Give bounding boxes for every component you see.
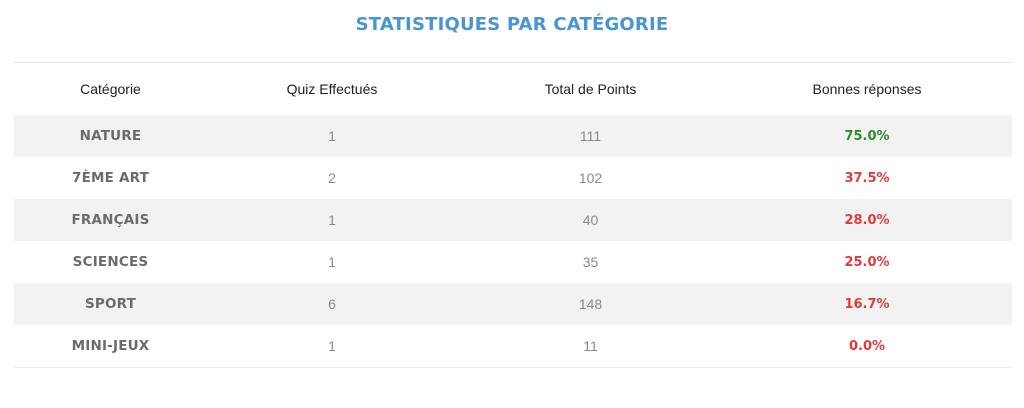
table-row: NATURE 1 111 75.0%: [14, 115, 1012, 157]
quizzes-cell: 1: [328, 254, 336, 270]
category-cell: FRANÇAIS: [71, 212, 150, 228]
header-category: Catégorie: [80, 81, 141, 97]
quizzes-cell: 2: [328, 170, 336, 186]
category-cell: SPORT: [84, 296, 137, 312]
category-cell: NATURE: [79, 128, 142, 144]
header-correct: Bonnes réponses: [812, 81, 922, 97]
quizzes-cell: 1: [328, 212, 336, 228]
table-header-row: Catégorie Quiz Effectués Total de Points…: [14, 63, 1012, 115]
points-cell: 35: [582, 254, 599, 270]
header-points: Total de Points: [544, 81, 637, 97]
points-cell: 40: [582, 212, 599, 228]
category-cell: SCIENCES: [72, 254, 149, 270]
points-cell: 111: [579, 128, 602, 144]
page-title: STATISTIQUES PAR CATÉGORIE: [355, 14, 669, 35]
table-row: SCIENCES 1 35 25.0%: [14, 241, 1012, 283]
table-row: SPORT 6 148 16.7%: [14, 283, 1012, 325]
table-row: 7ÈME ART 2 102 37.5%: [14, 157, 1012, 199]
category-cell: 7ÈME ART: [71, 170, 150, 186]
quizzes-cell: 1: [328, 338, 336, 354]
quizzes-cell: 6: [328, 296, 336, 312]
points-cell: 11: [583, 338, 598, 354]
points-cell: 102: [578, 170, 603, 186]
stats-table: Catégorie Quiz Effectués Total de Points…: [14, 62, 1012, 368]
table-body: NATURE 1 111 75.0% 7ÈME ART 2 102 37.5% …: [14, 115, 1012, 367]
quizzes-cell: 1: [328, 128, 336, 144]
correct-cell: 0.0%: [848, 338, 886, 354]
table-row: MINI-JEUX 1 11 0.0%: [14, 325, 1012, 367]
correct-cell: 28.0%: [844, 212, 890, 228]
correct-cell: 75.0%: [844, 128, 890, 144]
category-cell: MINI-JEUX: [71, 338, 150, 354]
correct-cell: 37.5%: [844, 170, 890, 186]
correct-cell: 25.0%: [844, 254, 890, 270]
correct-cell: 16.7%: [844, 296, 890, 312]
header-quizzes: Quiz Effectués: [286, 81, 378, 97]
table-row: FRANÇAIS 1 40 28.0%: [14, 199, 1012, 241]
points-cell: 148: [578, 296, 603, 312]
